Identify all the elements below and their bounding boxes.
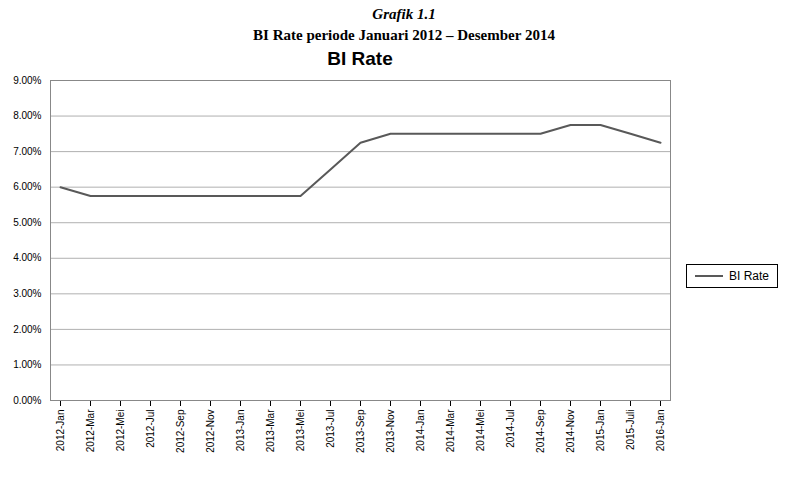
svg-text:2013-Mar: 2013-Mar — [265, 409, 276, 452]
svg-text:2012-Jul: 2012-Jul — [145, 410, 156, 448]
svg-text:2014-Mei: 2014-Mei — [475, 410, 486, 452]
html-text:Grafik 1.1: Grafik 1.1 — [372, 6, 436, 22]
svg-text:3.00%: 3.00% — [13, 288, 41, 299]
svg-text:2015-Jan: 2015-Jan — [595, 410, 606, 452]
svg-text:4.00%: 4.00% — [13, 252, 41, 263]
svg-text:2014-Jul: 2014-Jul — [505, 410, 516, 448]
svg-text:1.00%: 1.00% — [13, 359, 41, 370]
svg-text:6.00%: 6.00% — [13, 181, 41, 192]
svg-text:2012-Nov: 2012-Nov — [205, 410, 216, 453]
html-text:BI Rate: BI Rate — [327, 48, 393, 69]
svg-text:0.00%: 0.00% — [13, 395, 41, 406]
svg-text:2013-Mei: 2013-Mei — [295, 410, 306, 452]
svg-text:2013-Jul: 2013-Jul — [325, 410, 336, 448]
svg-text:2.00%: 2.00% — [13, 324, 41, 335]
svg-text:2012-Sep: 2012-Sep — [175, 409, 186, 453]
svg-text:2013-Jan: 2013-Jan — [235, 410, 246, 452]
svg-text:9.00%: 9.00% — [13, 75, 41, 86]
svg-text:7.00%: 7.00% — [13, 146, 41, 157]
svg-text:2016-Jan: 2016-Jan — [655, 410, 666, 452]
html-text:BI Rate: BI Rate — [729, 269, 769, 283]
svg-text:8.00%: 8.00% — [13, 110, 41, 121]
svg-text:2013-Nov: 2013-Nov — [385, 410, 396, 453]
svg-text:5.00%: 5.00% — [13, 217, 41, 228]
html-text:BI Rate periode Januari 2012 –: BI Rate periode Januari 2012 – Desember … — [253, 27, 555, 43]
svg-text:2014-Jan: 2014-Jan — [415, 410, 426, 452]
svg-text:2012-Mei: 2012-Mei — [115, 410, 126, 452]
svg-text:2014-Mar: 2014-Mar — [445, 409, 456, 452]
svg-text:2014-Sep: 2014-Sep — [535, 409, 546, 453]
svg-text:2013-Sep: 2013-Sep — [355, 409, 366, 453]
svg-text:2012-Jan: 2012-Jan — [55, 410, 66, 452]
svg-text:2012-Mar: 2012-Mar — [85, 409, 96, 452]
svg-text:2015-Juli: 2015-Juli — [625, 410, 636, 451]
svg-text:2014-Nov: 2014-Nov — [565, 410, 576, 453]
